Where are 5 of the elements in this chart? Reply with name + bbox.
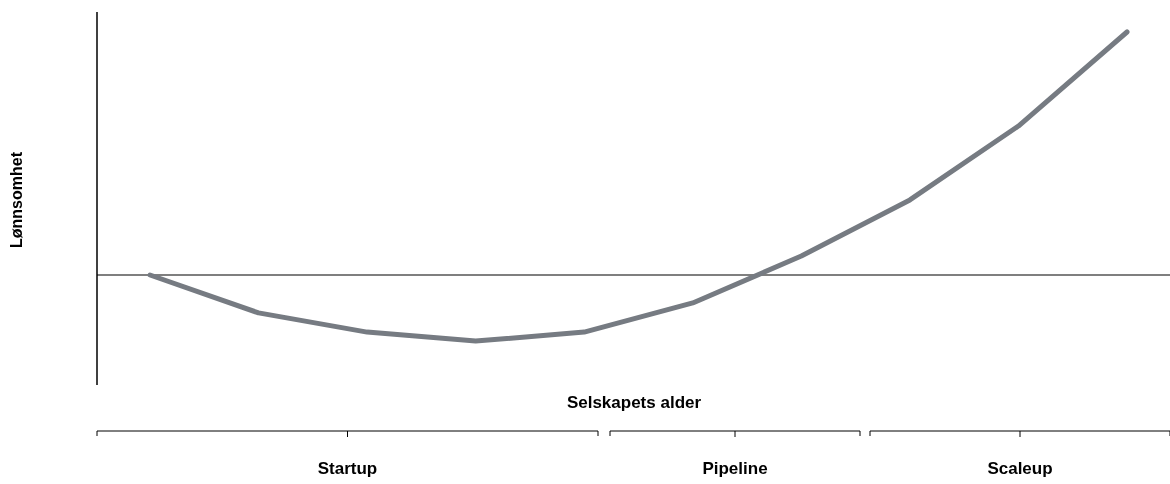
y-axis-title: Lønnsomhet — [8, 151, 26, 248]
x-axis-title: Selskapets alder — [566, 393, 702, 413]
text: Scaleup — [987, 459, 1053, 479]
text: Startup — [317, 459, 378, 479]
text: Pipeline — [702, 459, 768, 479]
